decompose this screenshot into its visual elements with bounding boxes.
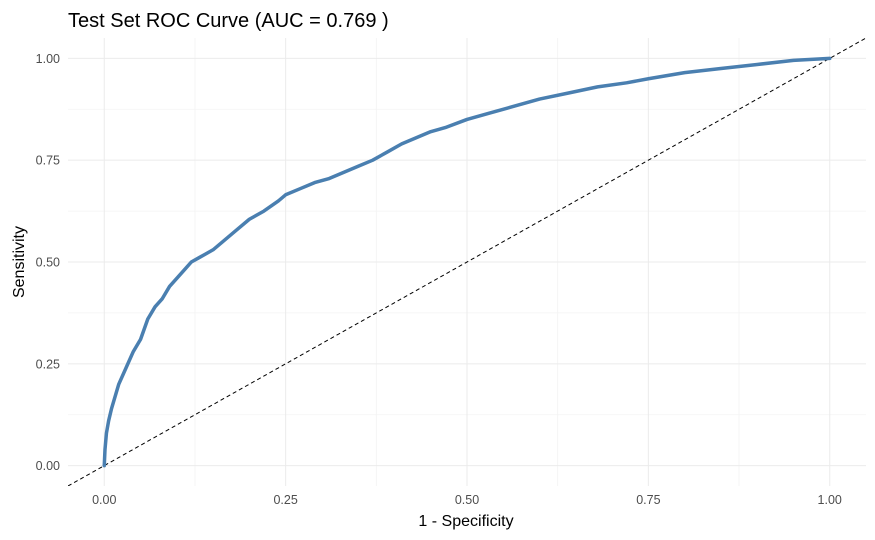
x-tick-label: 0.50	[455, 493, 479, 507]
x-tick-label: 1.00	[818, 493, 842, 507]
x-tick-label: 0.00	[92, 493, 116, 507]
reference-diagonal-line	[68, 38, 866, 486]
y-tick-label: 0.25	[36, 357, 60, 371]
x-tick-label: 0.75	[636, 493, 660, 507]
y-tick-label: 0.75	[36, 154, 60, 168]
grid	[68, 38, 866, 486]
roc-curve-line	[102, 56, 832, 468]
chart-title: Test Set ROC Curve (AUC = 0.769 )	[68, 10, 389, 32]
x-axis-title: 1 - Specificity	[418, 513, 513, 530]
y-tick-label: 1.00	[36, 52, 60, 66]
y-tick-label: 0.00	[36, 459, 60, 473]
y-tick-label: 0.50	[36, 256, 60, 270]
y-axis-title: Sensitivity	[11, 226, 28, 298]
plot-marks	[68, 38, 866, 486]
tick-labels: 0.00 0.25 0.50 0.75 1.00 0.00 0.25 0.50 0.75 1.00	[36, 52, 842, 507]
x-tick-label: 0.25	[273, 493, 297, 507]
